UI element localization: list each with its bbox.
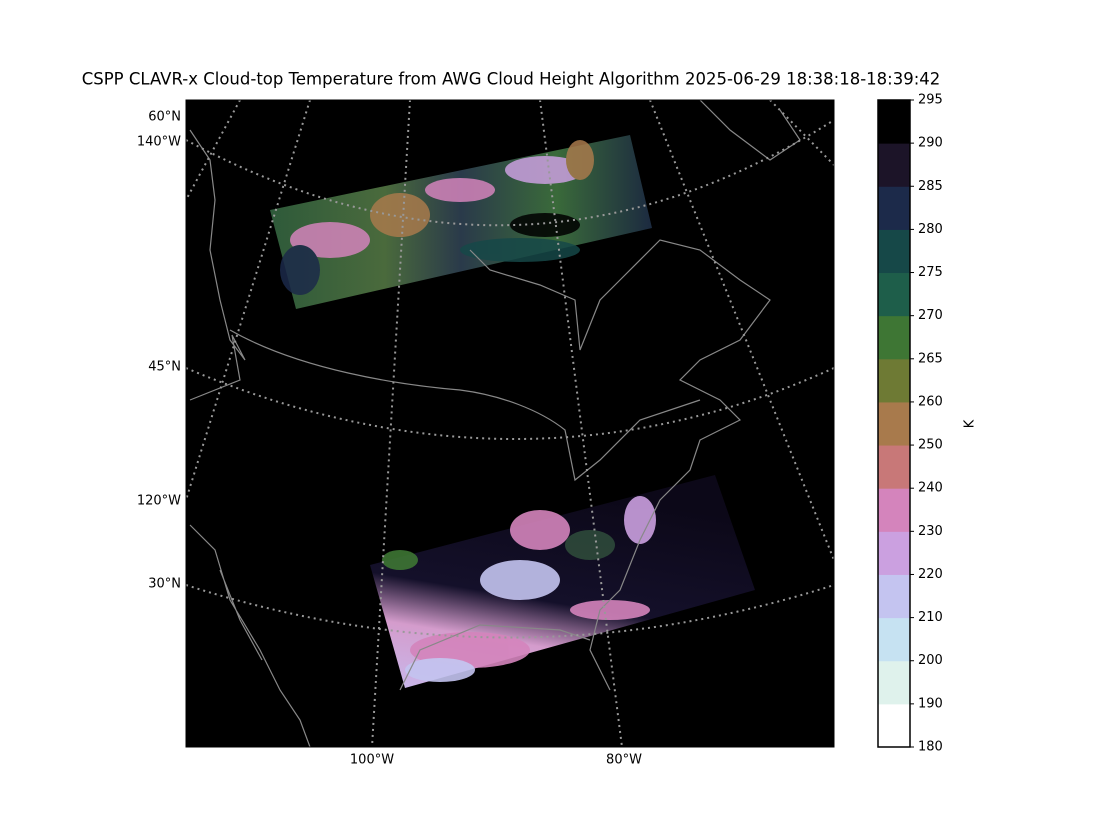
cloud-patches	[280, 140, 594, 295]
colorbar-tick-label: 180	[918, 740, 943, 755]
parallel-label: 30°N	[148, 577, 181, 592]
parallel	[186, 119, 834, 227]
coastline	[189, 524, 591, 747]
map-frame	[185, 99, 835, 748]
graticule-labels: 60°N 45°N 30°N 140°W 120°W 100°W 80°W	[137, 110, 642, 768]
coastline	[699, 100, 801, 161]
parallel	[186, 584, 834, 639]
colorbar-segment	[878, 143, 910, 187]
colorbar-tick-label: 230	[918, 524, 943, 539]
meridian	[186, 100, 311, 501]
colorbar-segment	[878, 703, 910, 748]
colorbar-tick-label: 295	[918, 93, 943, 108]
colorbar-tick-label: 270	[918, 308, 943, 323]
meridian-label: 80°W	[606, 753, 642, 768]
colorbar-tick-label: 190	[918, 696, 943, 711]
colorbar-tick-label: 275	[918, 265, 943, 280]
colorbar-segment	[878, 531, 910, 575]
colorbar-segment	[878, 445, 910, 489]
colorbar-tick-label: 265	[918, 351, 943, 366]
parallel-label: 60°N	[148, 110, 181, 125]
colorbar-segment	[878, 660, 910, 705]
colorbar-tick-label: 285	[918, 179, 943, 194]
colorbar-segment	[878, 358, 910, 403]
colorbar-segment	[878, 100, 910, 144]
colorbar-tick-label: 240	[918, 481, 943, 496]
meridian-label: 100°W	[350, 753, 394, 768]
meridian	[186, 100, 241, 201]
title: CSPP CLAVR-x Cloud-top Temperature from …	[82, 70, 941, 89]
colorbar-tick-label: 200	[918, 653, 943, 668]
border	[229, 329, 701, 482]
colorbar-segment	[878, 186, 910, 230]
colorbar-segment	[878, 229, 910, 274]
colorbar-label: K	[963, 419, 978, 428]
map	[186, 100, 834, 747]
cloud-patches	[382, 496, 656, 682]
colorbar-frame	[877, 99, 911, 748]
colorbar-tick-label: 250	[918, 438, 943, 453]
colorbar-segment	[878, 617, 910, 662]
parallel-label: 45°N	[148, 360, 181, 375]
meridian-label: 140°W	[137, 135, 181, 150]
colorbar-tick-label: 280	[918, 222, 943, 237]
meridian	[371, 100, 411, 747]
colorbar-segment	[878, 401, 910, 446]
meridian-label: 120°W	[137, 494, 181, 509]
coastline	[469, 239, 771, 691]
colorbar-segment	[878, 272, 910, 317]
coastline	[189, 129, 246, 401]
colorbar-segment	[878, 574, 910, 619]
colorbar: 180 190 200 210 220 230 240 250 260 265 270 275 280 2…	[877, 93, 978, 755]
meridian	[539, 100, 623, 747]
colorbar-segment	[878, 315, 910, 360]
colorbar-segment	[878, 488, 910, 532]
colorbar-tick-label: 290	[918, 136, 943, 151]
colorbar-tick-label: 220	[918, 567, 943, 582]
colorbar-tick-label: 260	[918, 394, 943, 409]
meridian	[649, 100, 834, 561]
colorbar-tick-label: 210	[918, 610, 943, 625]
